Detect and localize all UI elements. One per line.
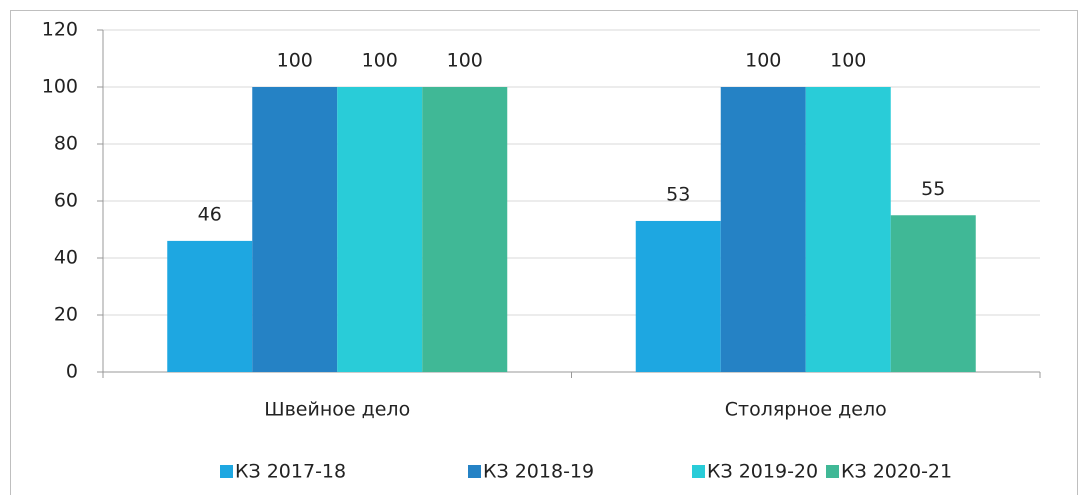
y-tick-label: 0 (66, 361, 78, 383)
legend-label: КЗ 2018-19 (483, 461, 594, 483)
y-tick-label: 60 (54, 190, 78, 212)
legend-swatch (468, 465, 481, 478)
bar (337, 87, 423, 372)
data-label: 100 (830, 50, 866, 72)
data-label: 100 (362, 50, 398, 72)
data-label: 46 (198, 203, 222, 225)
legend-swatch (220, 465, 233, 478)
legend-swatch (692, 465, 705, 478)
legend-label: КЗ 2019-20 (707, 461, 818, 483)
bar (635, 220, 721, 372)
bar (720, 87, 806, 372)
bar (805, 87, 891, 372)
y-tick-label: 40 (54, 247, 78, 269)
bar (890, 215, 976, 372)
y-tick-label: 80 (54, 133, 78, 155)
legend-swatch (826, 465, 839, 478)
data-label: 55 (921, 178, 945, 200)
data-label: 53 (666, 183, 690, 205)
data-label: 100 (277, 50, 313, 72)
bar (252, 87, 338, 372)
bar (422, 87, 508, 372)
y-tick-label: 20 (54, 304, 78, 326)
y-tick-label: 100 (42, 76, 78, 98)
data-label: 100 (745, 50, 781, 72)
legend-label: КЗ 2020-21 (841, 461, 952, 483)
chart-frame (10, 10, 1078, 495)
x-tick-label: Швейное дело (264, 399, 410, 421)
x-tick-label: Столярное дело (725, 399, 887, 421)
data-label: 100 (447, 50, 483, 72)
legend-label: КЗ 2017-18 (235, 461, 346, 483)
bar (167, 240, 253, 372)
y-tick-label: 120 (42, 19, 78, 41)
